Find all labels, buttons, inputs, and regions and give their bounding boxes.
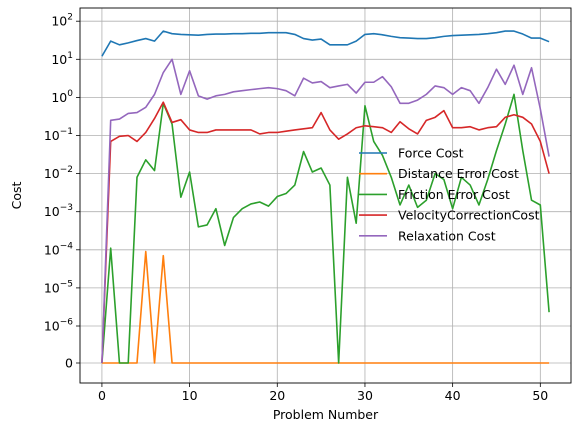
friction-error-cost-series-line bbox=[101, 93, 550, 364]
legend-label: VelocityCorrectionCost bbox=[398, 208, 540, 223]
x-tick-label: 0 bbox=[98, 388, 106, 403]
y-tick-label: 101 bbox=[51, 51, 73, 67]
force-cost-series-line bbox=[101, 30, 550, 57]
x-axis-label: Problem Number bbox=[273, 407, 379, 422]
x-tick-label: 20 bbox=[269, 388, 285, 403]
plot-frame bbox=[79, 7, 572, 384]
x-tick-label: 30 bbox=[357, 388, 373, 403]
legend-label: Distance Error Cost bbox=[398, 166, 519, 181]
y-tick-label: 10−2 bbox=[44, 165, 73, 181]
y-tick-label: 10−5 bbox=[44, 279, 73, 295]
axis-ticks: 0 10 20 30 40 50 0 10−6 10−5 10−4 10−3 10−2 10−1 100 1… bbox=[44, 13, 548, 403]
x-tick-label: 40 bbox=[445, 388, 461, 403]
y-tick-label: 10−3 bbox=[44, 203, 73, 219]
series-lines bbox=[101, 30, 550, 364]
legend: Force Cost Distance Error Cost Friction Er… bbox=[359, 146, 540, 243]
distance-error-cost-series-line bbox=[101, 250, 550, 364]
y-axis-label: Cost bbox=[9, 182, 24, 210]
y-tick-label: 102 bbox=[51, 13, 73, 29]
y-tick-label: 10−1 bbox=[44, 127, 73, 143]
velocity-correction-cost-series-line bbox=[101, 101, 550, 364]
grid-lines bbox=[80, 8, 571, 383]
x-tick-label: 50 bbox=[532, 388, 548, 403]
relaxation-cost-series-line bbox=[101, 58, 550, 364]
x-tick-label: 10 bbox=[182, 388, 198, 403]
legend-label: Force Cost bbox=[398, 146, 464, 161]
y-tick-label: 10−6 bbox=[44, 318, 73, 334]
legend-label: Relaxation Cost bbox=[398, 228, 496, 243]
y-tick-label: 10−4 bbox=[44, 241, 73, 257]
legend-label: Friction Error Cost bbox=[398, 187, 510, 202]
y-tick-label: 100 bbox=[51, 89, 73, 105]
y-tick-label: 0 bbox=[65, 356, 73, 371]
